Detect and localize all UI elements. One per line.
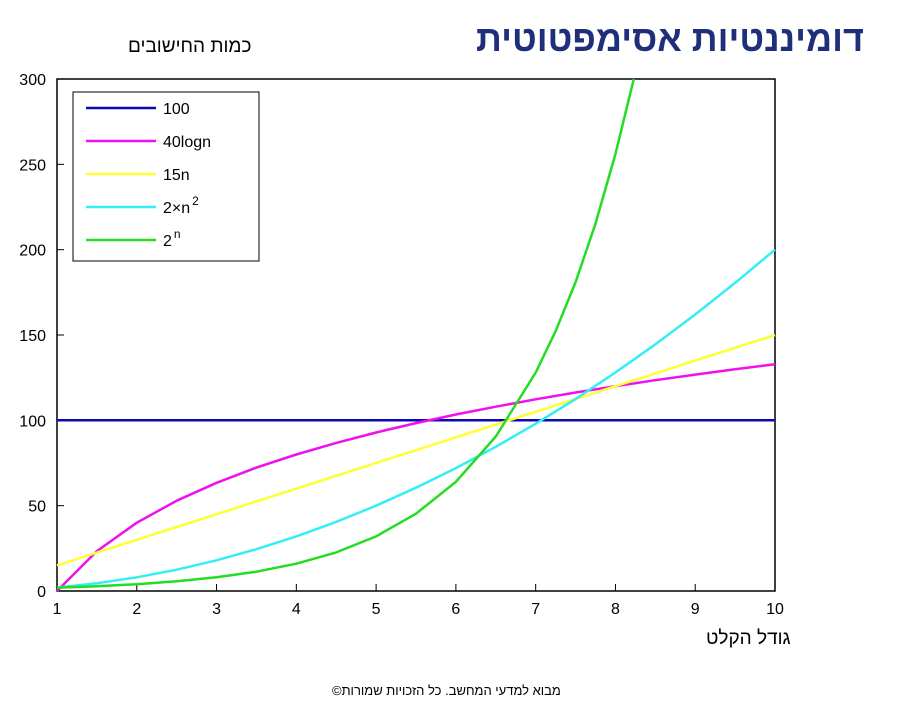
y-tick-label: 0 (37, 584, 46, 601)
y-tick-label: 300 (19, 72, 46, 89)
series-lines (56, 78, 776, 592)
series-line-2 (56, 333, 776, 567)
legend: 100 40logn 15n 2×n 2 2 n (72, 91, 260, 262)
legend-label-0: 100 (163, 101, 190, 118)
x-tick-label: 2 (132, 601, 141, 618)
y-tick-label: 50 (28, 499, 46, 516)
series-line-3 (56, 248, 776, 589)
x-tick-label: 8 (611, 601, 620, 618)
legend-label-2: 15n (163, 167, 190, 184)
legend-box (72, 91, 260, 262)
legend-label-1: 40logn (163, 134, 211, 151)
x-tick-label: 9 (691, 601, 700, 618)
y-tick-label: 100 (19, 413, 46, 430)
series-line-1 (56, 362, 776, 592)
y-axis-label: כמות החישובים (128, 36, 252, 57)
slide-footer: מבוא למדעי המחשב. כל הזכויות שמורות© (332, 683, 561, 698)
x-axis-label: גודל הקלט (706, 628, 791, 649)
y-tick-label: 250 (19, 157, 46, 174)
x-tick-label: 5 (372, 601, 381, 618)
x-tick-label: 10 (766, 601, 784, 618)
x-tick-label: 3 (212, 601, 221, 618)
series-line-4 (56, 78, 636, 589)
x-tick-label: 6 (451, 601, 460, 618)
x-tick-label: 4 (292, 601, 301, 618)
x-tick-label: 1 (53, 601, 62, 618)
slide-title: דומיננטיות אסימפטוטית (475, 18, 864, 59)
y-tick-label: 150 (19, 328, 46, 345)
y-tick-label: 200 (19, 243, 46, 260)
legend-label-3: 2×n 2 (163, 194, 199, 217)
x-tick-label: 7 (531, 601, 540, 618)
